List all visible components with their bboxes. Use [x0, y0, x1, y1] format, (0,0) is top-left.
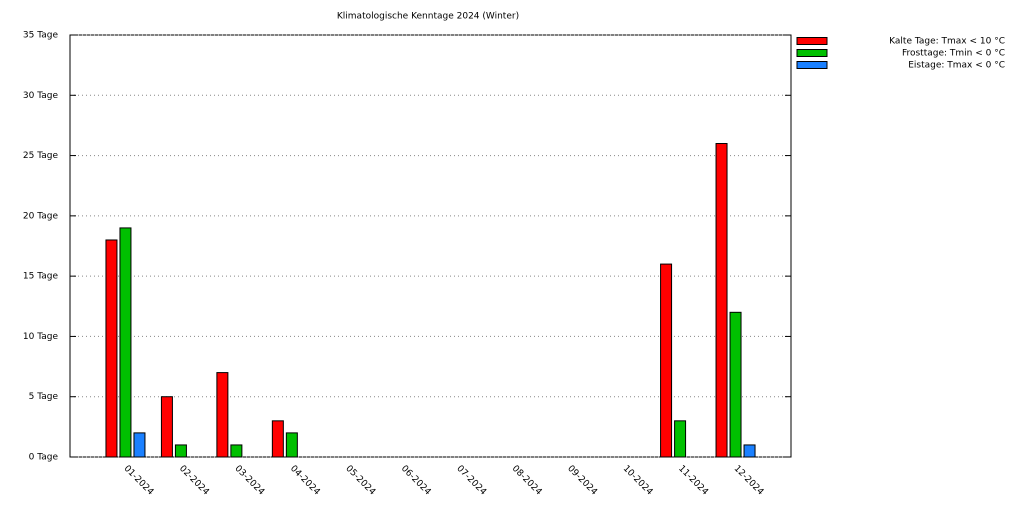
bar — [729, 311, 742, 458]
chart-title: Klimatologische Kenntage 2024 (Winter) — [337, 12, 519, 22]
x-tick-label: 03-2024 — [232, 464, 266, 498]
x-tick-label: 04-2024 — [288, 464, 322, 498]
y-tick-label: 20 Tage — [23, 211, 59, 221]
x-tick-label: 02-2024 — [177, 464, 211, 498]
bar — [230, 444, 243, 458]
y-tick-label: 10 Tage — [23, 332, 59, 342]
legend-swatch — [796, 49, 828, 57]
x-tick-label: 08-2024 — [510, 464, 544, 498]
x-tick-label: 10-2024 — [621, 464, 655, 498]
bar — [160, 396, 173, 458]
bar — [105, 239, 118, 458]
bar — [133, 432, 146, 458]
legend-swatch — [796, 61, 828, 69]
bar — [216, 372, 229, 458]
y-tick-label: 15 Tage — [23, 272, 59, 282]
bar — [119, 227, 132, 458]
x-tick-label: 11-2024 — [676, 464, 710, 498]
y-tick-label: 30 Tage — [23, 91, 59, 101]
bar — [660, 263, 673, 458]
bar — [715, 143, 728, 458]
bar — [674, 420, 687, 458]
y-tick-label: 5 Tage — [29, 392, 59, 402]
legend-label: Frosttage: Tmin < 0 °C — [902, 49, 1005, 59]
bar — [743, 444, 756, 458]
bar — [174, 444, 187, 458]
x-tick-label: 05-2024 — [343, 464, 377, 498]
y-tick-label: 25 Tage — [23, 151, 59, 161]
x-tick-label: 06-2024 — [399, 464, 433, 498]
bar — [271, 420, 284, 458]
legend-label: Eistage: Tmax < 0 °C — [908, 61, 1005, 71]
legend-label: Kalte Tage: Tmax < 10 °C — [889, 37, 1005, 47]
x-tick-label: 12-2024 — [732, 464, 766, 498]
y-tick-label: 0 Tage — [29, 453, 59, 463]
x-tick-label: 09-2024 — [565, 464, 599, 498]
bar — [285, 432, 298, 458]
plot-frame — [69, 34, 792, 458]
x-tick-label: 01-2024 — [122, 464, 156, 498]
y-tick-label: 35 Tage — [23, 31, 59, 41]
legend-swatch — [796, 37, 828, 45]
x-tick-label: 07-2024 — [454, 464, 488, 498]
